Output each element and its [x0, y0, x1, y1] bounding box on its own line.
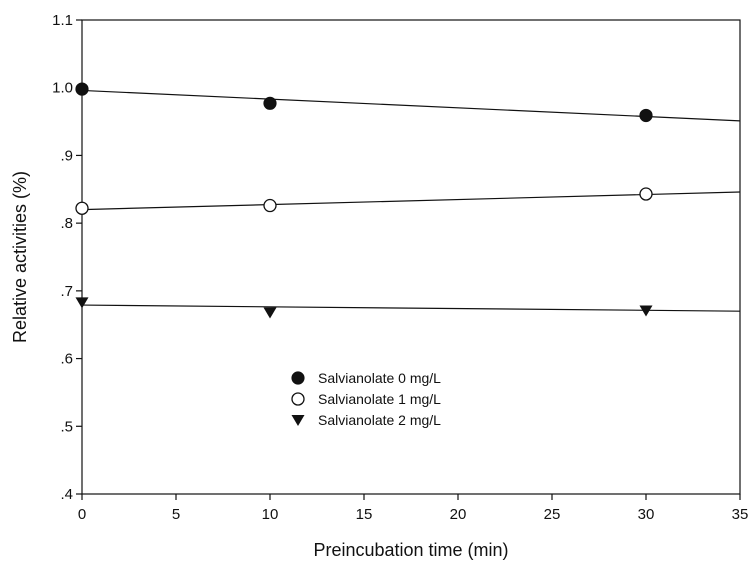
x-tick-label: 10 — [262, 506, 279, 523]
data-point-series-0 — [263, 96, 277, 110]
data-point-series-2 — [639, 305, 653, 317]
x-tick-label: 5 — [172, 506, 180, 523]
y-tick-label: .9 — [60, 147, 73, 164]
legend-label-series-1: Salvianolate 1 mg/L — [318, 391, 441, 407]
data-point-series-2 — [75, 297, 89, 309]
y-tick-label: 1.1 — [52, 12, 73, 29]
fit-line-series-2 — [81, 304, 741, 312]
data-points — [75, 82, 653, 319]
data-point-series-0 — [75, 82, 89, 96]
axes — [81, 19, 741, 495]
plot-frame — [81, 19, 741, 495]
data-point-series-0 — [639, 108, 653, 123]
y-tick-label: .5 — [60, 418, 73, 435]
fit-lines — [81, 89, 741, 312]
fit-line-series-1 — [81, 191, 741, 211]
x-tick-label: 0 — [78, 506, 86, 523]
x-tick-label: 20 — [450, 506, 467, 523]
data-point-series-1 — [263, 198, 277, 213]
y-tick-label: 1.0 — [52, 80, 73, 97]
y-tick-label: .6 — [60, 351, 73, 368]
y-tick-label: .8 — [60, 215, 73, 232]
x-tick-label: 25 — [544, 506, 561, 523]
legend-marker-series-1 — [291, 392, 305, 406]
fit-line-series-0 — [81, 89, 741, 122]
legend-label-series-2: Salvianolate 2 mg/L — [318, 412, 441, 428]
data-point-series-1 — [639, 187, 653, 201]
legend: Salvianolate 0 mg/L Salvianolate 1 mg/L Sa… — [291, 370, 441, 428]
data-point-series-2 — [263, 307, 277, 319]
x-tick-label: 15 — [356, 506, 373, 523]
x-tick-label: 35 — [732, 506, 749, 523]
data-point-series-1 — [75, 201, 89, 215]
y-tick-label: .4 — [60, 486, 73, 503]
x-axis-title: Preincubation time (min) — [313, 540, 508, 560]
legend-marker-series-2 — [291, 415, 305, 426]
y-axis-title: Relative activities (%) — [10, 171, 30, 343]
legend-label-series-0: Salvianolate 0 mg/L — [318, 370, 441, 386]
x-tick-label: 30 — [638, 506, 655, 523]
ticks: 0 5 10 15 20 25 30 35 .4 .5 .6 .7 .8 .9 1.0 1.1 — [52, 12, 748, 523]
legend-marker-series-0 — [291, 371, 305, 385]
y-tick-label: .7 — [60, 283, 73, 300]
